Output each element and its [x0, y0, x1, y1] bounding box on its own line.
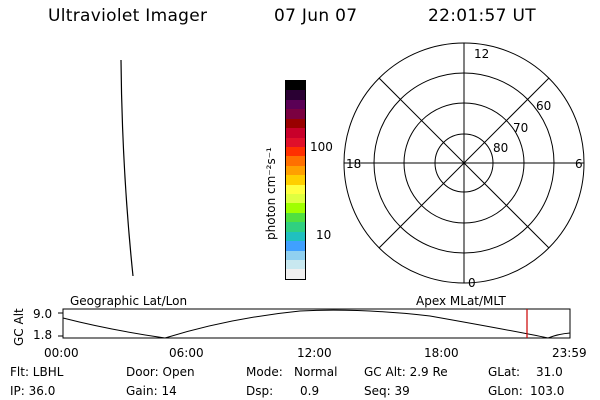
mlt-label-18: 18 [346, 157, 361, 171]
colorbar-tick-100: 100 [310, 140, 333, 154]
timeline-frame [62, 308, 571, 339]
colorbar-tick-10: 10 [316, 228, 332, 242]
glon-label: GLon: [488, 384, 523, 398]
colorbar-segment [286, 194, 305, 204]
colorbar-segment [286, 109, 305, 119]
gc-alt-status: GC Alt: 2.9 Re [364, 365, 448, 379]
time-tick-1200: 12:00 [297, 346, 332, 360]
colorbar-segment [286, 203, 305, 213]
colorbar-segment [286, 128, 305, 138]
colorbar-segment [286, 90, 305, 100]
lat-label-70: 70 [513, 121, 528, 135]
altitude-curve [62, 309, 571, 339]
colorbar-segment [286, 81, 305, 91]
filter-status: Flt: LBHL [10, 365, 64, 379]
apex-label: Apex MLat/MLT [416, 294, 506, 308]
colorbar-segment [286, 241, 305, 251]
colorbar-segment [286, 165, 305, 176]
mlt-label-0: 0 [468, 276, 476, 290]
alt-tick-top: 9.0 [33, 307, 53, 321]
glat-label: GLat: [488, 365, 521, 379]
colorbar-segment [286, 250, 305, 261]
colorbar-segment [286, 99, 305, 110]
colorbar-segment [286, 175, 305, 185]
mlt-label-6: 6 [575, 157, 583, 171]
sequence-status: Seq: 39 [364, 384, 410, 398]
dsp-value: 0.9 [300, 384, 320, 398]
mode-value: Normal [294, 365, 338, 379]
instrument-title: Ultraviolet Imager [48, 6, 208, 26]
mode-label: Mode: [246, 365, 283, 379]
polar-diagonal-2 [378, 77, 550, 249]
colorbar [285, 80, 306, 280]
mlt-label-12: 12 [474, 47, 489, 61]
gain-status: Gain: 14 [126, 384, 177, 398]
time-label: 22:01:57 UT [428, 6, 536, 26]
colorbar-segment [286, 222, 305, 232]
colorbar-segment [286, 146, 305, 157]
glat-value: 31.0 [536, 365, 563, 379]
colorbar-segment [286, 231, 305, 242]
colorbar-segment [286, 118, 305, 129]
door-status: Door: Open [126, 365, 195, 379]
colorbar-segment [286, 212, 305, 223]
colorbar-segment [286, 260, 305, 270]
dsp-label: Dsp: [246, 384, 274, 398]
glon-value: 103.0 [530, 384, 565, 398]
alt-tick-bottom: 1.8 [33, 328, 53, 342]
date-label: 07 Jun 07 [274, 6, 358, 26]
limb-trace [120, 59, 134, 277]
ip-status: IP: 36.0 [10, 384, 56, 398]
colorbar-segment [286, 269, 305, 279]
geographic-label: Geographic Lat/Lon [70, 294, 188, 308]
time-tick-0000: 00:00 [44, 346, 79, 360]
colorbar-segment [286, 184, 305, 195]
colorbar-segment [286, 156, 305, 166]
lat-label-80: 80 [493, 141, 508, 155]
time-tick-1800: 18:00 [424, 346, 459, 360]
lat-label-60: 60 [536, 99, 551, 113]
colorbar-segment [286, 137, 305, 147]
time-tick-0600: 06:00 [169, 346, 204, 360]
time-tick-2359: 23:59 [552, 346, 587, 360]
